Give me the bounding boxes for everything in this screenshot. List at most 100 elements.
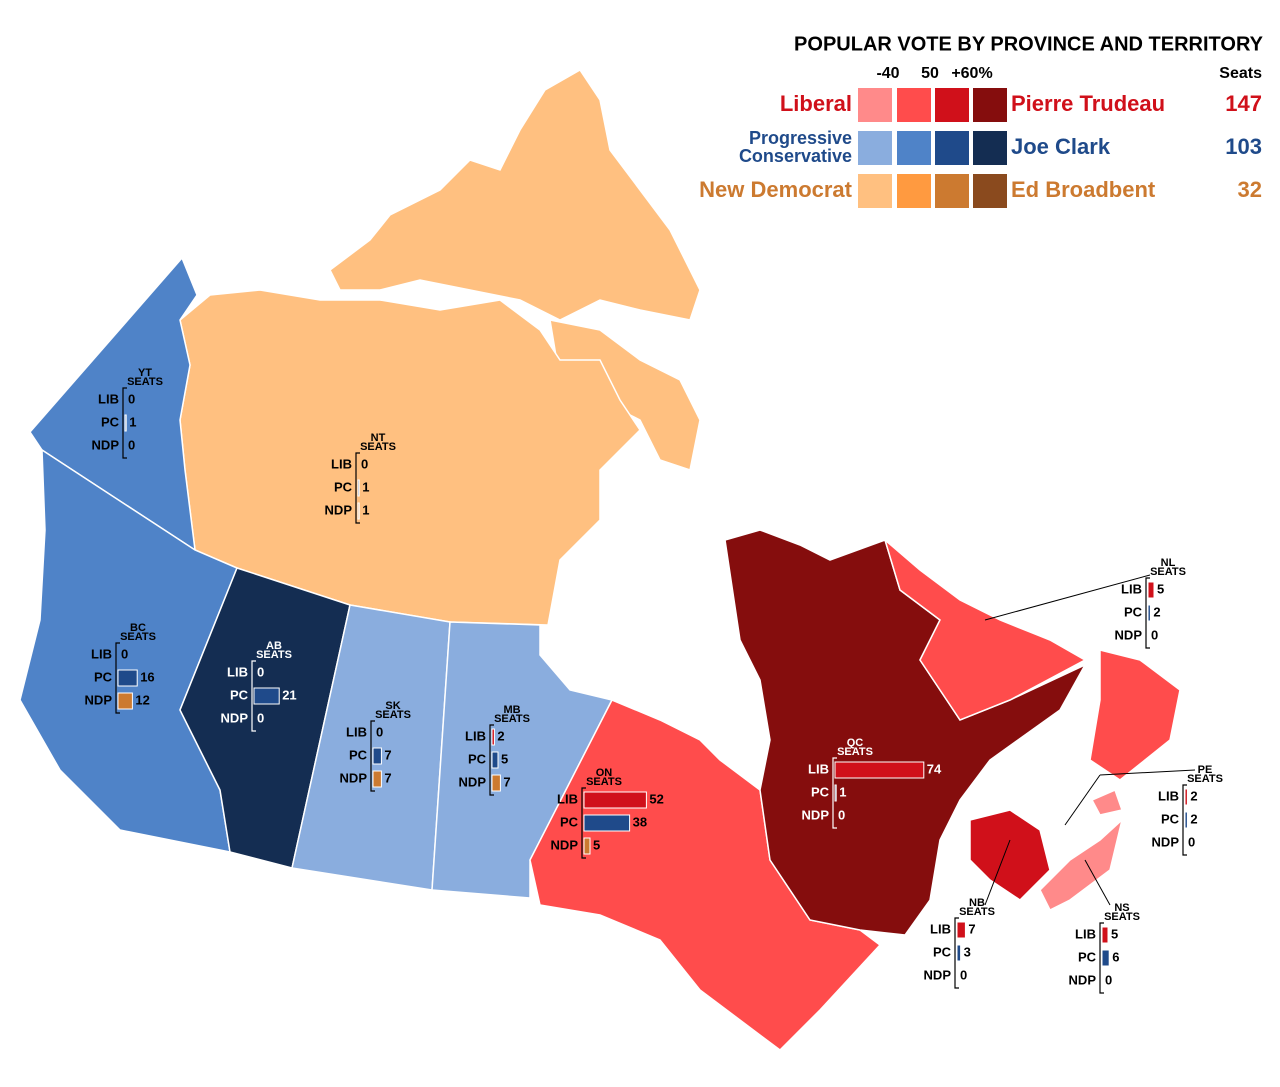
scale-label: -40 bbox=[876, 65, 899, 82]
bracket bbox=[1145, 577, 1150, 649]
seat-bar bbox=[357, 479, 360, 497]
seat-value: 21 bbox=[282, 687, 296, 702]
row-label: LIB bbox=[465, 728, 486, 743]
row-label: NDP bbox=[85, 692, 113, 707]
row-label: PC bbox=[468, 751, 487, 766]
legend-swatch bbox=[897, 131, 931, 165]
province bbox=[19, 448, 238, 853]
seat-value: 2 bbox=[1190, 811, 1197, 826]
row-label: PC bbox=[230, 687, 249, 702]
region-code: NB bbox=[969, 897, 985, 909]
seat-bar bbox=[372, 747, 382, 765]
bracket bbox=[355, 452, 360, 524]
party-name: New Democrat bbox=[699, 177, 853, 202]
row-label: NDP bbox=[92, 437, 120, 452]
seats-label: SEATS bbox=[360, 441, 396, 453]
party-leader: Pierre Trudeau bbox=[1011, 91, 1165, 116]
seat-value: 5 bbox=[593, 837, 600, 852]
seat-value: 12 bbox=[135, 692, 149, 707]
seat-value: 7 bbox=[503, 774, 510, 789]
seat-value: 74 bbox=[927, 761, 942, 776]
region-code: MB bbox=[503, 704, 520, 716]
row-label: LIB bbox=[227, 664, 248, 679]
shapes bbox=[19, 69, 1181, 1051]
seat-bar bbox=[491, 774, 501, 792]
seat-value: 5 bbox=[1157, 581, 1164, 596]
seats-label: SEATS bbox=[494, 713, 530, 725]
seat-bar bbox=[834, 784, 837, 802]
party-leader: Ed Broadbent bbox=[1011, 177, 1156, 202]
bracket bbox=[370, 720, 375, 792]
leader-line bbox=[1084, 859, 1111, 906]
seat-value: 1 bbox=[839, 784, 846, 799]
row-label: NDP bbox=[1069, 972, 1097, 987]
province bbox=[1039, 817, 1124, 912]
seats-label: SEATS bbox=[127, 376, 163, 388]
seat-value: 52 bbox=[649, 791, 663, 806]
bracket bbox=[489, 724, 494, 796]
seat-value: 0 bbox=[361, 456, 368, 471]
legend-swatch bbox=[973, 131, 1007, 165]
seat-value: 0 bbox=[121, 646, 128, 661]
seat-value: 0 bbox=[128, 391, 135, 406]
leader-line bbox=[984, 839, 1011, 906]
seat-value: 6 bbox=[1112, 949, 1119, 964]
seats-label: SEATS bbox=[586, 776, 622, 788]
row-label: PC bbox=[334, 479, 353, 494]
seat-value: 1 bbox=[362, 479, 369, 494]
row-label: PC bbox=[101, 414, 120, 429]
row-label: NDP bbox=[340, 770, 368, 785]
seat-value: 0 bbox=[1188, 834, 1195, 849]
seats-label: SEATS bbox=[256, 649, 292, 661]
province bbox=[1089, 649, 1181, 781]
seats-label: SEATS bbox=[1187, 773, 1223, 785]
bracket bbox=[581, 787, 586, 859]
seats-header: Seats bbox=[1219, 65, 1262, 82]
row-label: LIB bbox=[98, 391, 119, 406]
row-label: PC bbox=[94, 669, 113, 684]
seat-bar bbox=[117, 692, 133, 710]
seat-value: 2 bbox=[1153, 604, 1160, 619]
seat-value: 5 bbox=[501, 751, 508, 766]
row-label: NDP bbox=[802, 807, 830, 822]
bracket bbox=[115, 642, 120, 714]
seat-bar bbox=[1147, 604, 1151, 622]
row-label: LIB bbox=[1075, 926, 1096, 941]
party-seats: 103 bbox=[1225, 134, 1262, 159]
row-label: NDP bbox=[325, 502, 353, 517]
bracket bbox=[954, 917, 959, 989]
seat-bar bbox=[1184, 811, 1188, 829]
leader-line bbox=[1099, 769, 1196, 776]
seat-value: 0 bbox=[1105, 972, 1112, 987]
legend-swatch bbox=[897, 88, 931, 122]
seat-bar bbox=[124, 414, 127, 432]
region-code: ON bbox=[596, 767, 613, 779]
scale-label: +60% bbox=[951, 65, 992, 82]
region-code: NT bbox=[371, 432, 386, 444]
seats-label: SEATS bbox=[1150, 566, 1186, 578]
scale-label: 50 bbox=[921, 65, 939, 82]
row-label: PC bbox=[1078, 949, 1097, 964]
party-seats: 147 bbox=[1225, 91, 1262, 116]
seat-bar bbox=[834, 761, 925, 779]
row-label: PC bbox=[811, 784, 830, 799]
seats-label: SEATS bbox=[1104, 911, 1140, 923]
row-label: PC bbox=[560, 814, 579, 829]
legend-title: POPULAR VOTE BY PROVINCE AND TERRITORY bbox=[794, 33, 1264, 55]
seat-value: 7 bbox=[968, 921, 975, 936]
row-label: LIB bbox=[1158, 788, 1179, 803]
seats-label: SEATS bbox=[837, 746, 873, 758]
seat-value: 1 bbox=[129, 414, 136, 429]
seat-bar bbox=[583, 791, 647, 809]
seat-bar bbox=[583, 814, 631, 832]
legend-swatch bbox=[858, 88, 892, 122]
seat-bar bbox=[583, 837, 591, 855]
row-label: NDP bbox=[221, 710, 249, 725]
seat-value: 0 bbox=[960, 967, 967, 982]
seat-bar bbox=[491, 728, 495, 746]
seat-value: 2 bbox=[497, 728, 504, 743]
region-code: NL bbox=[1161, 557, 1176, 569]
seat-bar bbox=[253, 687, 280, 705]
legend-swatch bbox=[973, 174, 1007, 208]
